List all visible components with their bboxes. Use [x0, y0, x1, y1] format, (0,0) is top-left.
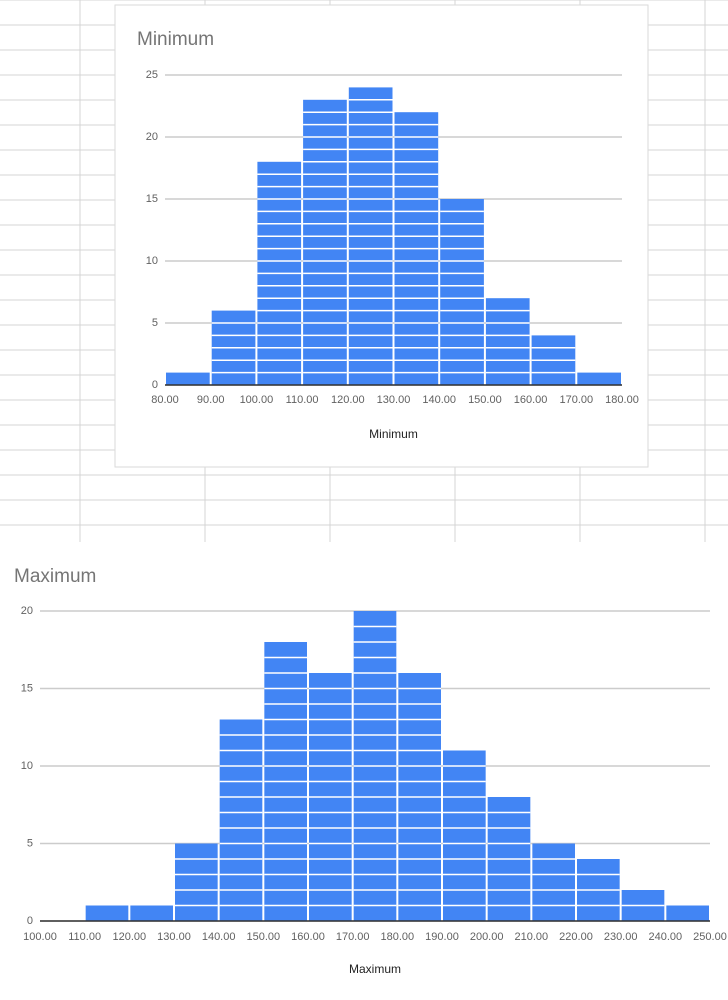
x-tick-label: 140.00 — [422, 394, 456, 406]
x-tick-label: 200.00 — [470, 931, 504, 943]
bar — [577, 372, 621, 385]
x-tick-label: 190.00 — [425, 931, 459, 943]
x-axis-label: Maximum — [349, 962, 401, 976]
x-tick-label: 110.00 — [68, 931, 101, 943]
x-tick-label: 130.00 — [377, 394, 411, 406]
bar — [85, 905, 129, 921]
bar — [175, 843, 218, 921]
bar — [130, 905, 173, 921]
x-tick-label: 210.00 — [515, 931, 549, 943]
x-tick-label: 160.00 — [291, 931, 325, 943]
bar — [303, 99, 347, 386]
bar — [485, 298, 530, 385]
x-tick-label: 120.00 — [113, 931, 147, 943]
y-tick-label: 15 — [146, 193, 158, 205]
x-tick-label: 170.00 — [559, 394, 593, 406]
x-axis-label: Minimum — [369, 427, 418, 441]
x-tick-label: 90.00 — [197, 394, 225, 406]
bar — [666, 905, 709, 921]
y-tick-label: 20 — [146, 131, 158, 143]
x-tick-label: 80.00 — [151, 394, 179, 406]
x-tick-label: 140.00 — [202, 931, 236, 943]
y-tick-label: 10 — [21, 760, 33, 772]
bar — [440, 199, 484, 385]
chart-title: Maximum — [14, 566, 96, 587]
y-tick-label: 25 — [146, 69, 158, 81]
y-tick-label: 0 — [152, 379, 158, 391]
y-tick-label: 5 — [152, 317, 158, 329]
y-tick-label: 10 — [146, 255, 158, 267]
x-tick-label: 220.00 — [559, 931, 593, 943]
x-tick-label: 100.00 — [23, 931, 57, 943]
bar — [532, 843, 575, 921]
y-tick-label: 20 — [21, 605, 33, 617]
x-tick-label: 180.00 — [605, 394, 639, 406]
x-tick-label: 100.00 — [240, 394, 274, 406]
bar — [166, 372, 210, 385]
x-tick-label: 120.00 — [331, 394, 365, 406]
x-tick-label: 110.00 — [286, 394, 319, 406]
x-tick-label: 170.00 — [336, 931, 370, 943]
x-tick-label: 130.00 — [157, 931, 191, 943]
x-tick-label: 160.00 — [514, 394, 548, 406]
x-tick-label: 230.00 — [604, 931, 638, 943]
x-tick-label: 150.00 — [247, 931, 281, 943]
chart-title: Minimum — [137, 29, 214, 50]
x-tick-label: 180.00 — [381, 931, 415, 943]
bar — [219, 719, 263, 921]
x-tick-label: 150.00 — [468, 394, 502, 406]
bar — [443, 750, 486, 921]
x-tick-label: 240.00 — [649, 931, 683, 943]
y-tick-label: 15 — [21, 682, 33, 694]
y-tick-label: 0 — [27, 915, 33, 927]
x-tick-label: 250.00 — [693, 931, 727, 943]
y-tick-label: 5 — [27, 837, 33, 849]
